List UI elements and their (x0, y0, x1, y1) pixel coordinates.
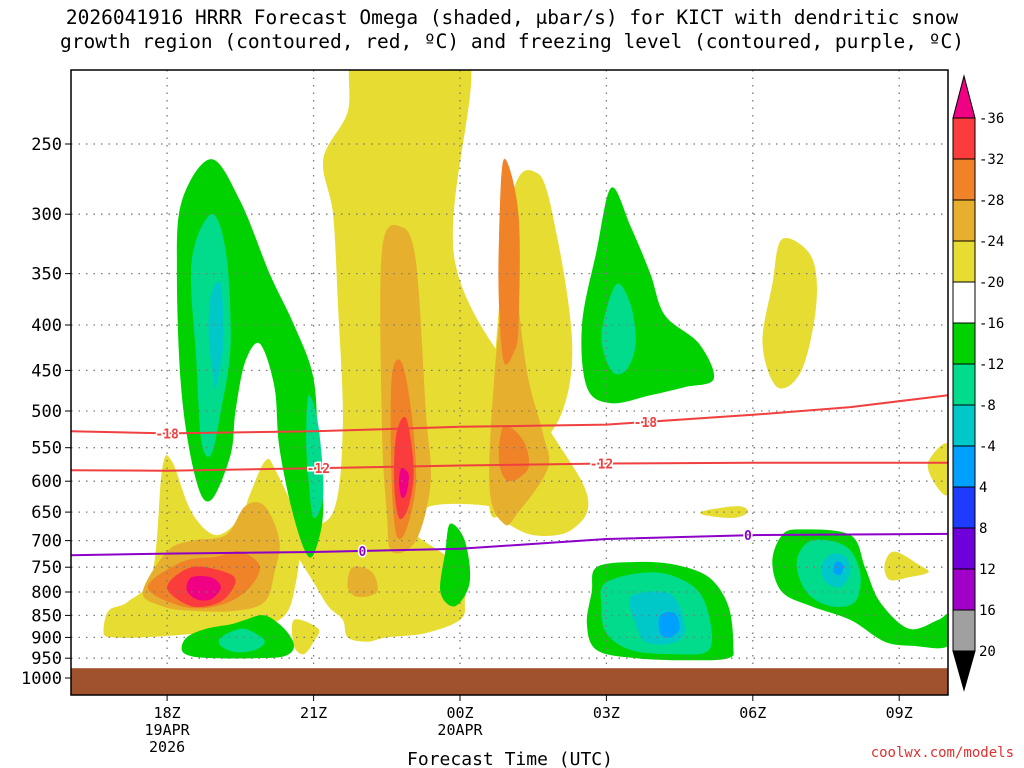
dgz-lower-contour-label: -12 (590, 458, 613, 473)
freezing-level-contour (70, 532, 949, 557)
time-tick-label: 00Z (446, 704, 473, 722)
colorbar-label: 16 (979, 603, 996, 619)
plot-frame (70, 69, 949, 696)
pressure-tick-label: 300 (31, 205, 62, 225)
ascent-omega-region (762, 238, 817, 389)
colorbar-swatch (952, 240, 976, 283)
pressure-tick-label: 400 (31, 316, 62, 336)
colorbar-swatch (952, 281, 976, 324)
colorbar-bottom-arrow (952, 650, 976, 692)
temperature-contours: -18 -18 -12 -12 0 0 (70, 394, 949, 561)
descent-omega-region (306, 395, 324, 519)
pressure-tick-label: 650 (31, 503, 62, 523)
pressure-tick-label: 700 (31, 532, 62, 552)
dgz-upper-contour (70, 394, 949, 435)
dgz-lower-contour (70, 461, 948, 472)
colorbar-label: -24 (979, 234, 1004, 250)
colorbar-swatch (952, 158, 976, 201)
ascent-omega-region (884, 551, 929, 581)
time-tick-label: 03Z (593, 704, 620, 722)
colorbar-label: 12 (979, 562, 996, 578)
descent-omega-region (658, 611, 680, 638)
dgz-upper-contour-label: -18 (634, 416, 658, 431)
ascent-omega-region (498, 425, 530, 482)
pressure-tick-label: 450 (31, 361, 62, 381)
colorbar-label: -16 (979, 316, 1004, 332)
pressure-tick-label: 750 (31, 558, 62, 578)
pressure-axis: 2503003504004505005506006507007508008509… (21, 135, 71, 689)
ascent-omega-region (399, 467, 409, 498)
pressure-tick-label: 550 (31, 439, 62, 459)
pressure-tick-label: 1000 (21, 669, 62, 689)
colorbar-swatch (952, 322, 976, 365)
colorbar-label: 20 (979, 644, 996, 660)
descent-omega-region (208, 281, 224, 390)
time-tick-label: 2026 (149, 738, 185, 756)
ground-fill (71, 668, 948, 695)
credit-text: coolwx.com/models (870, 745, 1014, 761)
ground-layer (71, 668, 948, 695)
colorbar-label: -4 (979, 439, 996, 455)
time-tick-label: 20APR (437, 721, 483, 739)
colorbar-swatch (952, 568, 976, 611)
ascent-omega-region (347, 566, 378, 598)
freezing-level-contour-label: 0 (744, 529, 752, 544)
colorbar-label: -20 (979, 275, 1004, 291)
chart-title: 2026041916 HRRR Forecast Omega (shaded, … (0, 6, 1024, 54)
colorbar-label: -12 (979, 357, 1004, 373)
colorbar-top-arrow (952, 74, 976, 119)
ascent-omega-region (186, 575, 221, 601)
descent-omega-region (218, 628, 265, 653)
colorbar-swatch (952, 609, 976, 652)
pressure-tick-label: 350 (31, 265, 62, 285)
time-tick-label: 19APR (145, 721, 191, 739)
colorbar-swatch (952, 486, 976, 529)
colorbar-label: 8 (979, 521, 987, 537)
ascent-omega-region (927, 443, 948, 496)
x-axis-label: Forecast Time (UTC) (407, 749, 613, 768)
colorbar-label: -36 (979, 111, 1004, 127)
pressure-tick-label: 600 (31, 472, 62, 492)
pressure-tick-label: 250 (31, 135, 62, 155)
colorbar-label: -28 (979, 193, 1004, 209)
time-tick-label: 06Z (739, 704, 766, 722)
colorbar-swatch (952, 117, 976, 160)
pressure-tick-label: 950 (31, 649, 62, 669)
colorbar-swatch (952, 363, 976, 406)
colorbar-swatch (952, 199, 976, 242)
dgz-upper-contour-label: -18 (155, 427, 179, 442)
colorbar-label: -32 (979, 152, 1004, 168)
title-line-1: 2026041916 HRRR Forecast Omega (shaded, … (65, 6, 959, 29)
plot-area: -18 -18 -12 -12 0 0 (70, 69, 949, 696)
pressure-tick-label: 800 (31, 583, 62, 603)
freezing-level-contour-label: 0 (358, 545, 366, 560)
pressure-tick-label: 850 (31, 606, 62, 626)
time-tick-label: 18Z (154, 704, 181, 722)
title-line-2: growth region (contoured, red, ºC) and f… (60, 30, 964, 53)
ascent-omega-region (291, 619, 320, 655)
colorbar-label: -8 (979, 398, 996, 414)
descent-omega-region (601, 283, 636, 375)
pressure-tick-label: 500 (31, 402, 62, 422)
dgz-lower-contour-label: -12 (307, 462, 330, 477)
time-tick-label: 09Z (886, 704, 913, 722)
time-tick-label: 21Z (300, 704, 327, 722)
colorbar-swatch (952, 404, 976, 447)
colorbar-swatch (952, 445, 976, 488)
descent-omega-region (440, 523, 471, 607)
colorbar: -36 -32 -28 -24 -20 -16 -12 -8 -4 4 8 12 16 20 (952, 74, 1004, 692)
colorbar-swatch (952, 527, 976, 570)
descent-omega-region (833, 561, 844, 576)
ascent-omega-region (498, 158, 520, 365)
omega-shading (103, 70, 948, 661)
ascent-omega-region (394, 416, 414, 520)
pressure-tick-label: 900 (31, 628, 62, 648)
colorbar-label: 4 (979, 480, 987, 496)
